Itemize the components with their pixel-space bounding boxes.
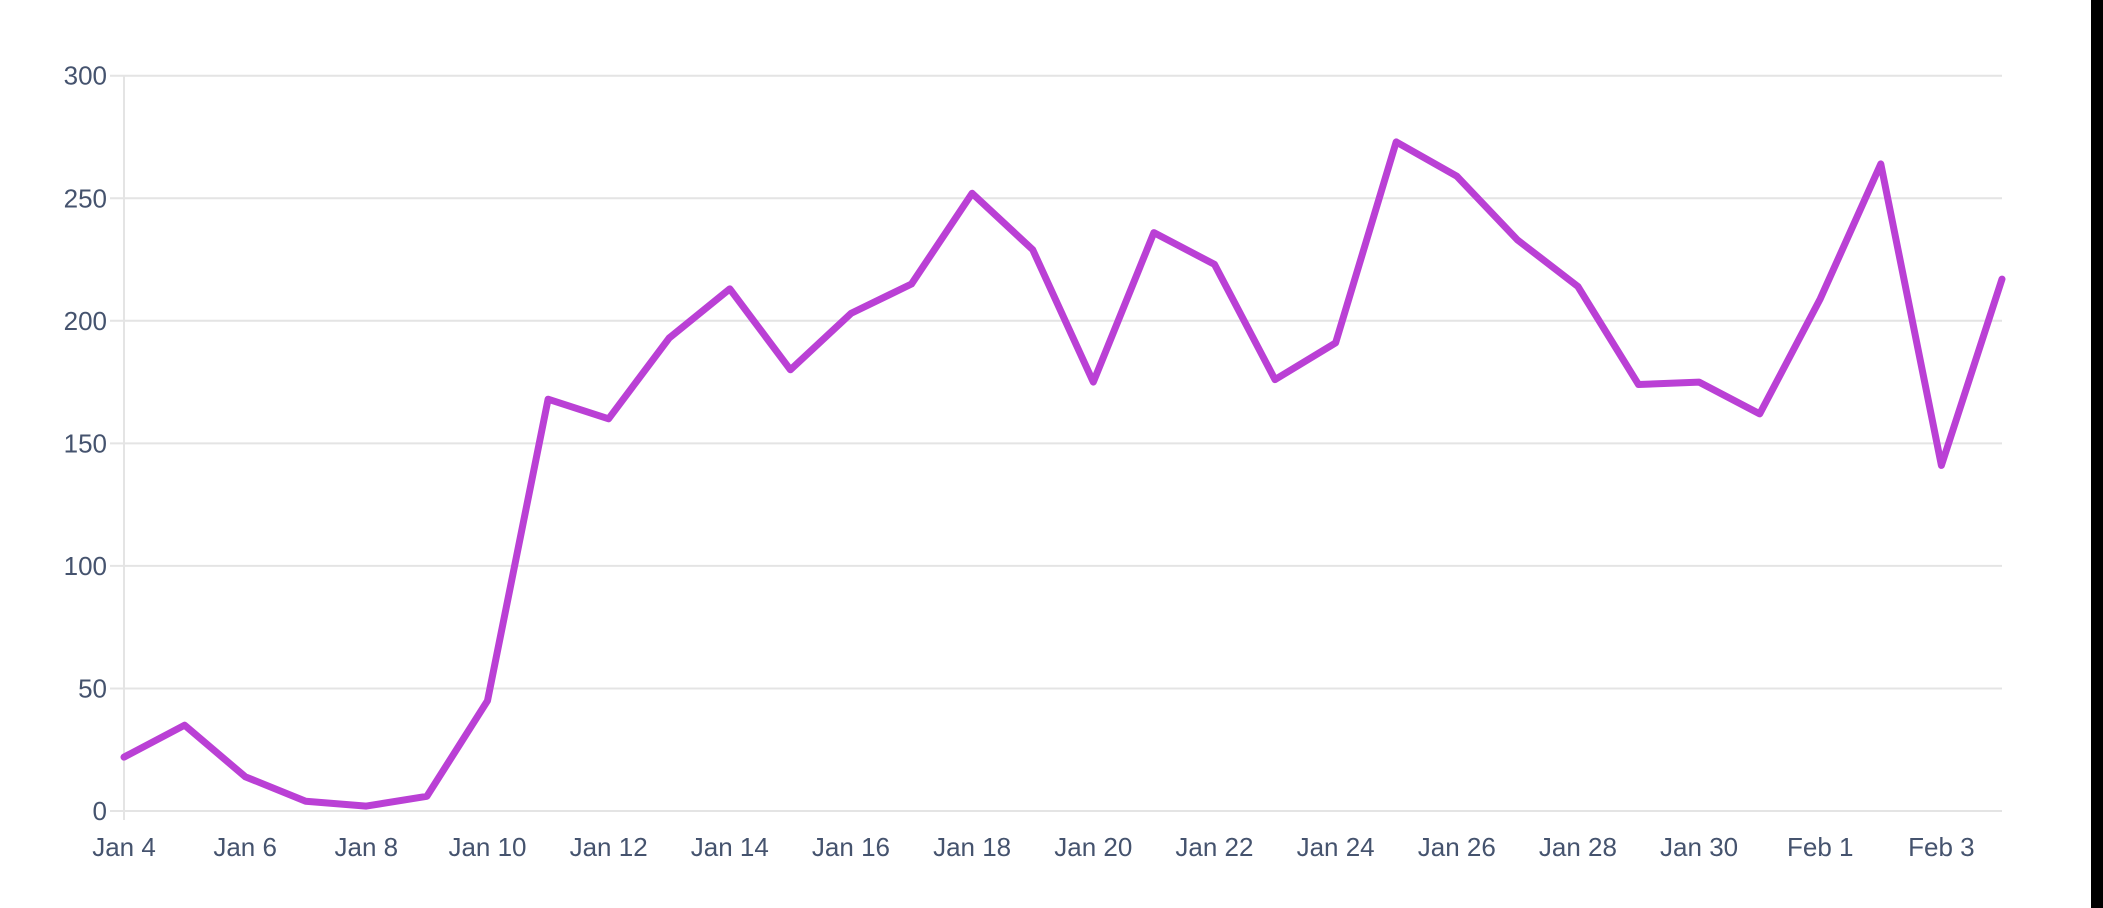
y-tick-label: 300 <box>64 61 107 91</box>
x-tick-label: Feb 3 <box>1908 832 1975 862</box>
x-tick-label: Jan 30 <box>1660 832 1738 862</box>
x-tick-label: Jan 28 <box>1539 832 1617 862</box>
x-tick-label: Jan 20 <box>1054 832 1132 862</box>
x-tick-label: Jan 26 <box>1418 832 1496 862</box>
y-tick-label: 100 <box>64 551 107 581</box>
x-tick-label: Jan 16 <box>812 832 890 862</box>
y-tick-label: 200 <box>64 306 107 336</box>
data-series-line[interactable] <box>120 138 2006 810</box>
x-tick-label: Jan 24 <box>1297 832 1375 862</box>
x-tick-label: Jan 8 <box>335 832 399 862</box>
right-edge-strip <box>2091 0 2103 908</box>
x-tick-label: Jan 12 <box>570 832 648 862</box>
y-tick-label: 0 <box>93 796 107 826</box>
x-tick-label: Jan 6 <box>213 832 277 862</box>
x-tick-label: Jan 14 <box>691 832 769 862</box>
x-tick-label: Jan 18 <box>933 832 1011 862</box>
x-tick-label: Feb 1 <box>1787 832 1854 862</box>
y-tick-label: 150 <box>64 428 107 458</box>
x-tick-label: Jan 4 <box>92 832 156 862</box>
y-tick-label: 250 <box>64 183 107 213</box>
x-tick-label: Jan 10 <box>448 832 526 862</box>
x-tick-label: Jan 22 <box>1175 832 1253 862</box>
y-tick-label: 50 <box>78 673 107 703</box>
